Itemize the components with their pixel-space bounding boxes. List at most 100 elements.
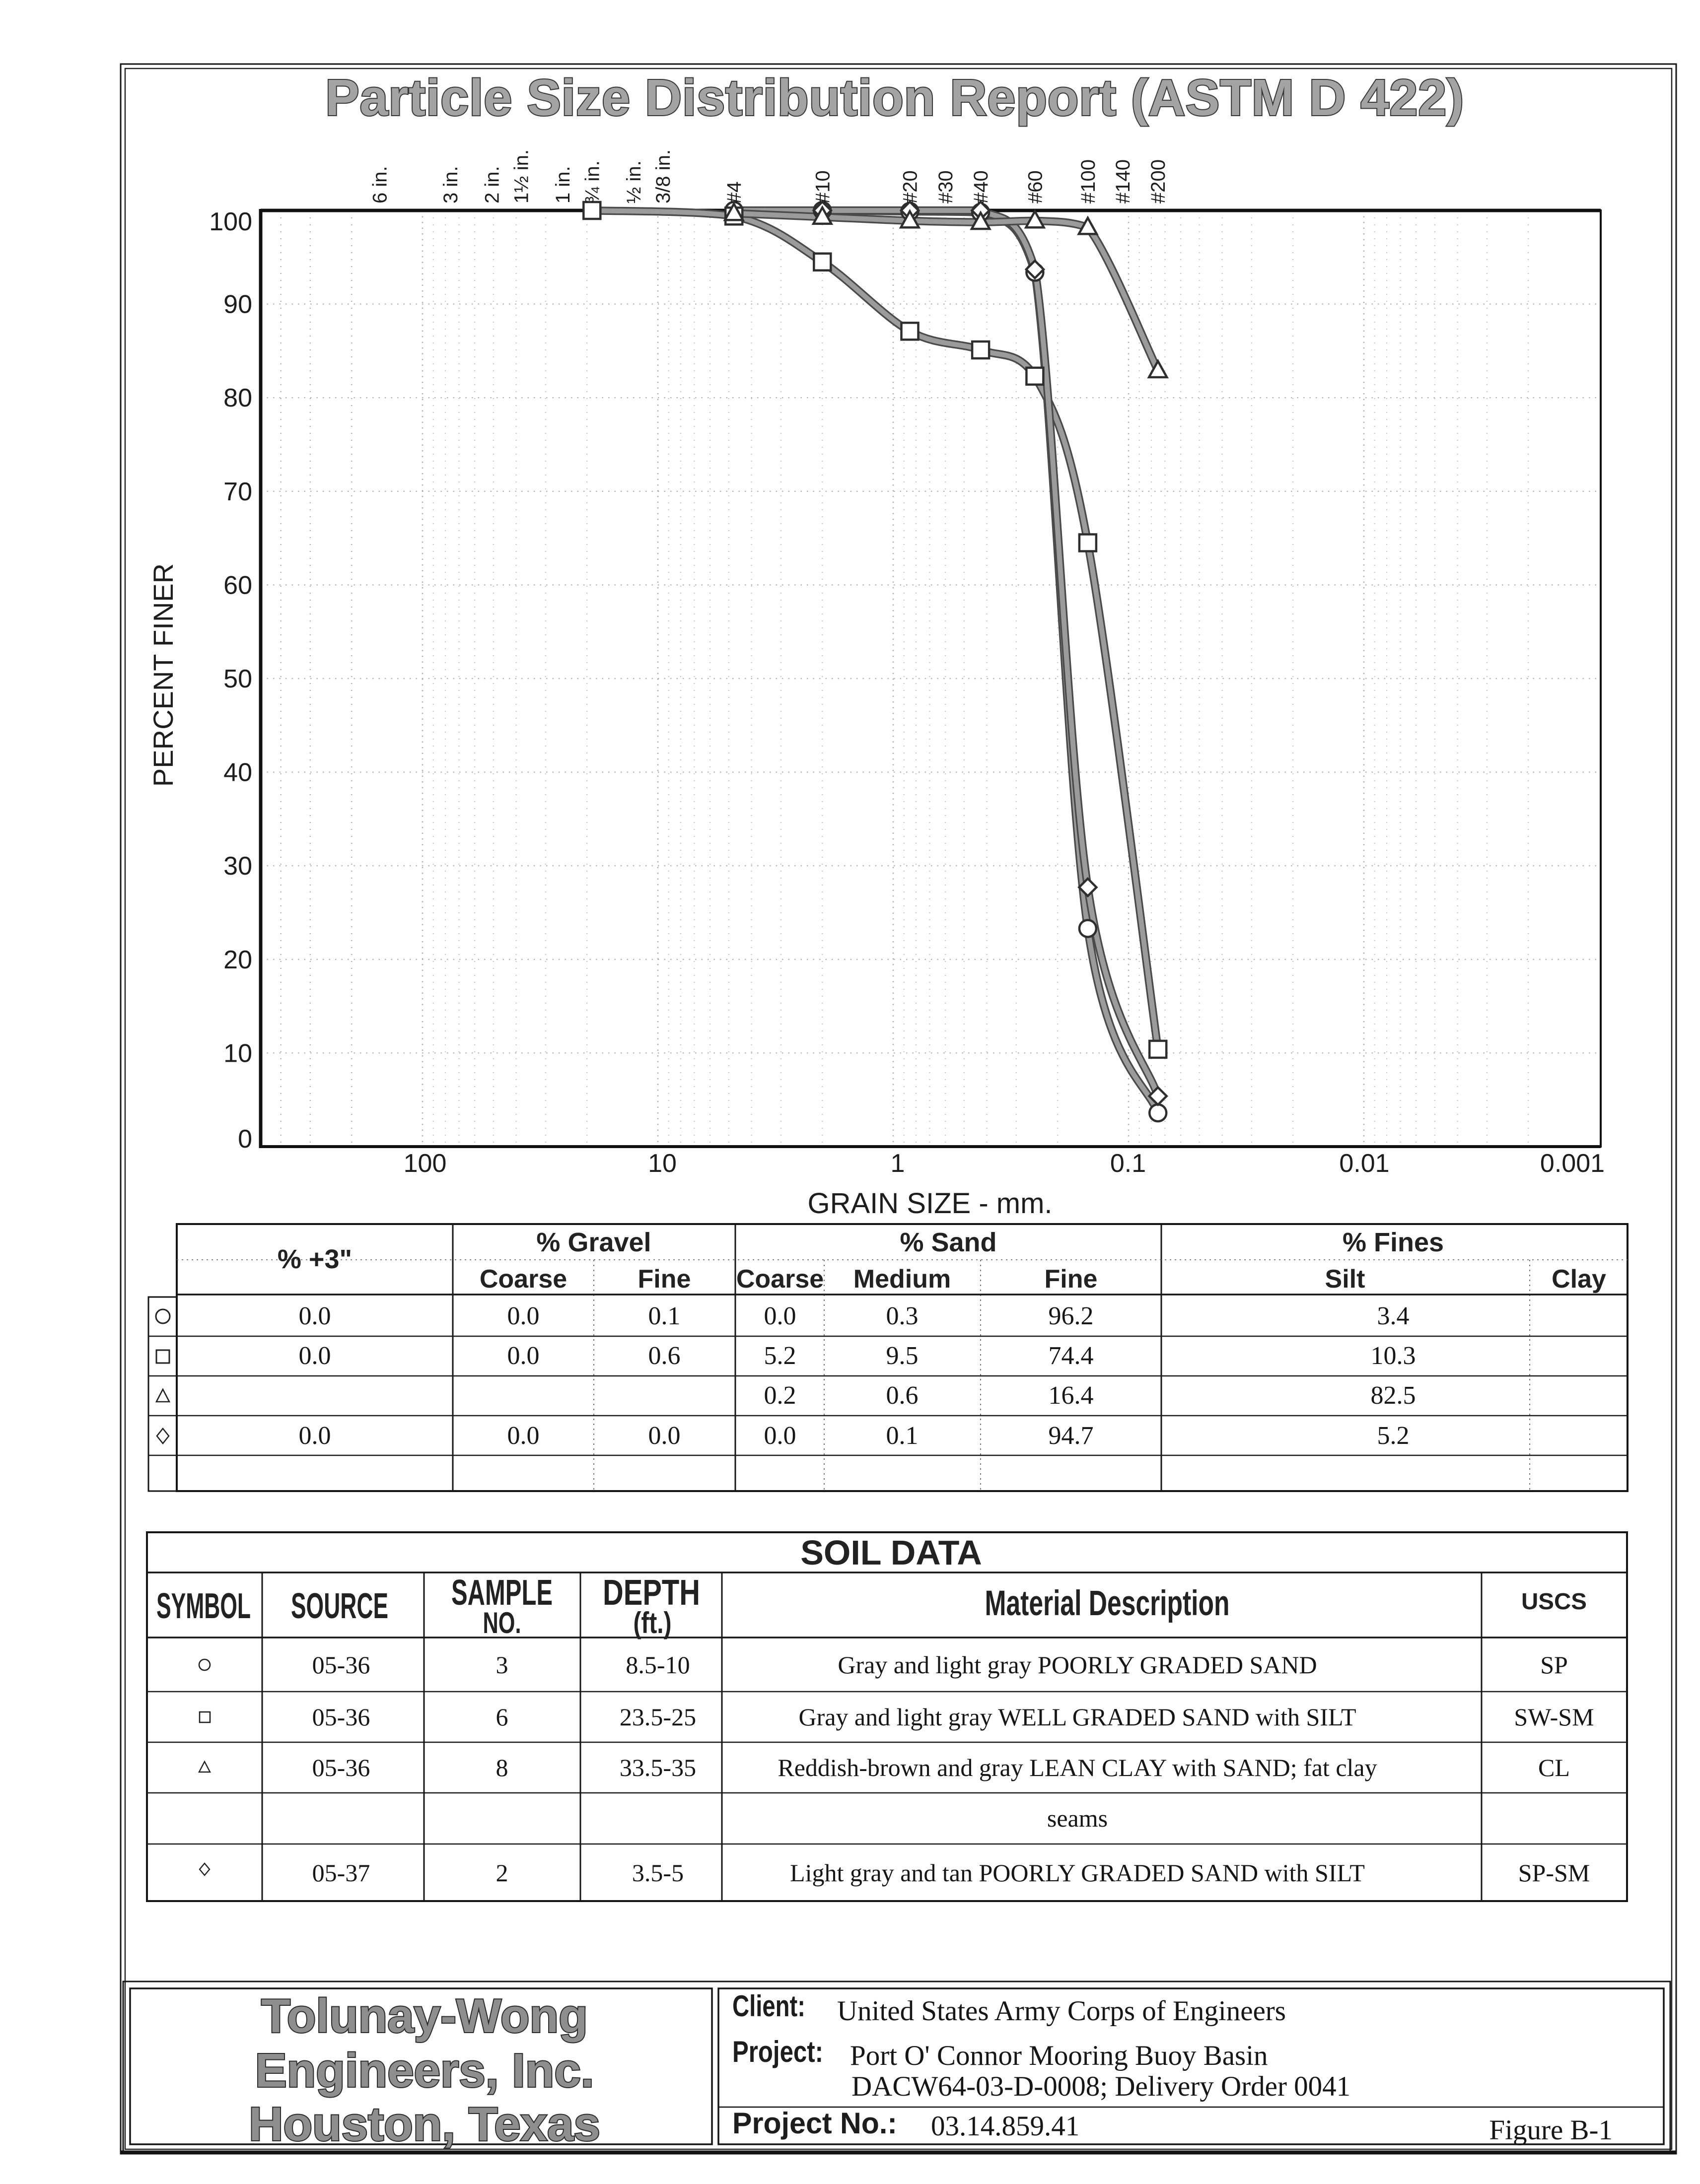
svg-text:(ft.): (ft.) <box>634 1606 672 1639</box>
svg-text:SP-SM: SP-SM <box>1518 1859 1590 1887</box>
svg-text:0.0: 0.0 <box>299 1422 331 1450</box>
svg-text:3.4: 3.4 <box>1377 1302 1410 1330</box>
svg-text:NO.: NO. <box>483 1606 521 1639</box>
svg-text:96.2: 96.2 <box>1049 1302 1094 1330</box>
svg-text:0: 0 <box>238 1125 252 1154</box>
svg-text:GRAIN SIZE - mm.: GRAIN SIZE - mm. <box>808 1187 1053 1220</box>
svg-text:#30: #30 <box>935 170 957 204</box>
svg-text:Coarse: Coarse <box>480 1265 567 1294</box>
svg-text:SP: SP <box>1540 1651 1568 1679</box>
svg-text:1 in.: 1 in. <box>552 166 574 204</box>
svg-text:Gray and light gray WELL GRADE: Gray and light gray WELL GRADED SAND wit… <box>798 1703 1356 1731</box>
svg-text:Fine: Fine <box>638 1265 691 1294</box>
svg-text:#200: #200 <box>1147 159 1169 204</box>
svg-text:Figure B-1: Figure B-1 <box>1489 2115 1613 2146</box>
svg-text:23.5-25: 23.5-25 <box>620 1703 696 1731</box>
svg-text:2 in.: 2 in. <box>481 166 503 204</box>
svg-text:SOIL DATA: SOIL DATA <box>800 1533 982 1572</box>
svg-text:Gray and light gray POORLY GRA: Gray and light gray POORLY GRADED SAND <box>838 1651 1317 1679</box>
svg-text:DEPTH: DEPTH <box>603 1573 700 1613</box>
svg-text:0.0: 0.0 <box>299 1302 331 1330</box>
svg-text:Project:: Project: <box>732 2035 823 2068</box>
svg-text:80: 80 <box>223 384 252 412</box>
svg-text:SAMPLE: SAMPLE <box>451 1573 553 1613</box>
svg-text:10: 10 <box>648 1149 677 1178</box>
svg-text:82.5: 82.5 <box>1371 1381 1416 1410</box>
svg-text:DACW64-03-D-0008; Delivery Ord: DACW64-03-D-0008; Delivery Order 0041 <box>851 2071 1350 2102</box>
svg-text:Silt: Silt <box>1325 1265 1365 1294</box>
svg-text:5.2: 5.2 <box>1377 1422 1410 1450</box>
svg-text:0.0: 0.0 <box>764 1302 796 1330</box>
svg-text:#40: #40 <box>970 170 992 204</box>
svg-text:Medium: Medium <box>853 1265 951 1294</box>
svg-text:Project No.:: Project No.: <box>732 2107 897 2140</box>
svg-text:0.0: 0.0 <box>507 1302 540 1330</box>
svg-text:0.0: 0.0 <box>507 1342 540 1370</box>
svg-text:90: 90 <box>223 290 252 319</box>
svg-text:0.0: 0.0 <box>299 1342 331 1370</box>
svg-text:Light gray and tan POORLY GRAD: Light gray and tan POORLY GRADED SAND wi… <box>790 1859 1365 1887</box>
svg-text:0.01: 0.01 <box>1339 1149 1389 1178</box>
svg-text:16.4: 16.4 <box>1049 1381 1094 1410</box>
svg-text:05-37: 05-37 <box>312 1859 370 1887</box>
svg-text:0.2: 0.2 <box>764 1381 796 1410</box>
svg-text:100: 100 <box>209 207 252 236</box>
svg-text:0.6: 0.6 <box>648 1342 681 1370</box>
svg-text:0.1: 0.1 <box>648 1302 681 1330</box>
svg-text:6: 6 <box>496 1703 508 1731</box>
svg-text:0.3: 0.3 <box>886 1302 919 1330</box>
svg-text:Coarse: Coarse <box>736 1265 824 1294</box>
svg-text:0.0: 0.0 <box>764 1422 796 1450</box>
svg-text:0.1: 0.1 <box>886 1422 919 1450</box>
svg-text:30: 30 <box>223 852 252 881</box>
svg-text:PERCENT FINER: PERCENT FINER <box>147 563 179 787</box>
svg-text:Reddish-brown and gray LEAN CL: Reddish-brown and gray LEAN CLAY with SA… <box>778 1754 1377 1781</box>
svg-text:1: 1 <box>891 1149 905 1178</box>
svg-text:Houston, Texas: Houston, Texas <box>249 2098 600 2151</box>
svg-text:3: 3 <box>496 1651 508 1679</box>
svg-text:#10: #10 <box>812 170 834 204</box>
svg-text:1½ in.: 1½ in. <box>511 149 533 204</box>
svg-text:Particle Size Distribution Rep: Particle Size Distribution Report (ASTM … <box>325 69 1464 126</box>
svg-text:20: 20 <box>223 946 252 974</box>
svg-text:50: 50 <box>223 665 252 693</box>
svg-text:USCS: USCS <box>1521 1588 1587 1614</box>
svg-text:Fine: Fine <box>1045 1265 1098 1294</box>
svg-text:CL: CL <box>1538 1754 1570 1781</box>
svg-text:#60: #60 <box>1024 170 1046 204</box>
svg-text:% Fines: % Fines <box>1343 1228 1444 1257</box>
svg-text:60: 60 <box>223 571 252 600</box>
svg-text:2: 2 <box>496 1859 508 1887</box>
svg-text:10.3: 10.3 <box>1371 1342 1416 1370</box>
svg-text:#100: #100 <box>1077 159 1099 204</box>
svg-text:#140: #140 <box>1112 159 1134 204</box>
svg-text:% Gravel: % Gravel <box>536 1228 651 1257</box>
svg-text:70: 70 <box>223 478 252 506</box>
svg-text:74.4: 74.4 <box>1049 1342 1094 1370</box>
svg-text:05-36: 05-36 <box>312 1754 370 1781</box>
svg-text:5.2: 5.2 <box>764 1342 796 1370</box>
svg-text:% +3": % +3" <box>278 1244 352 1274</box>
svg-text:100: 100 <box>404 1149 447 1178</box>
svg-text:03.14.859.41: 03.14.859.41 <box>931 2111 1079 2142</box>
svg-text:Engineers, Inc.: Engineers, Inc. <box>255 2044 594 2097</box>
svg-text:0.001: 0.001 <box>1540 1149 1605 1178</box>
svg-text:3.5-5: 3.5-5 <box>632 1859 684 1887</box>
svg-text:94.7: 94.7 <box>1049 1422 1094 1450</box>
svg-text:05-36: 05-36 <box>312 1703 370 1731</box>
svg-text:Client:: Client: <box>732 1989 805 2023</box>
svg-text:#4: #4 <box>723 182 745 204</box>
svg-text:3/8 in.: 3/8 in. <box>652 149 674 204</box>
svg-text:8: 8 <box>496 1754 508 1781</box>
svg-text:6 in.: 6 in. <box>369 166 391 204</box>
svg-text:05-36: 05-36 <box>312 1651 370 1679</box>
svg-text:0.0: 0.0 <box>648 1422 681 1450</box>
svg-text:seams: seams <box>1047 1804 1108 1832</box>
svg-text:Material Description: Material Description <box>985 1584 1230 1623</box>
svg-text:SOURCE: SOURCE <box>291 1586 388 1626</box>
svg-text:Tolunay-Wong: Tolunay-Wong <box>261 1989 588 2043</box>
svg-text:SYMBOL: SYMBOL <box>156 1586 251 1626</box>
svg-text:¾ in.: ¾ in. <box>581 160 603 204</box>
svg-text:0.0: 0.0 <box>507 1422 540 1450</box>
svg-text:9.5: 9.5 <box>886 1342 919 1370</box>
